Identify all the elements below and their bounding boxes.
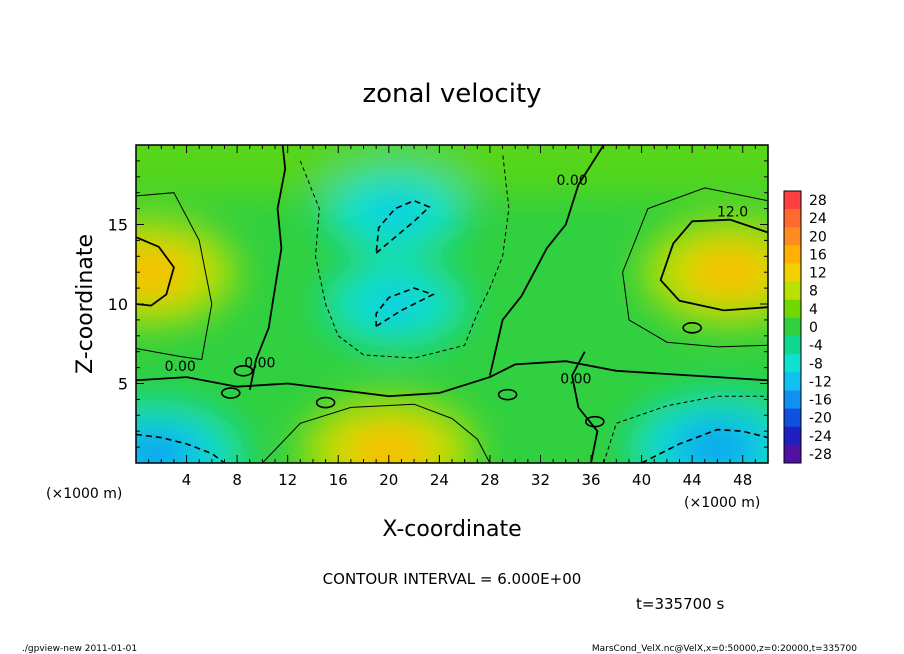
contour-zero-low-right <box>571 351 599 463</box>
y-tick-label: 15 <box>108 216 128 235</box>
x-tick-label: 16 <box>329 471 348 489</box>
colorbar-label: -24 <box>809 429 832 445</box>
colorbar-swatch <box>784 354 801 373</box>
colorbar-swatch <box>784 317 801 337</box>
contour-label: 0.00 <box>165 359 196 375</box>
colorbar-swatch <box>784 299 801 319</box>
x-tick-label: 48 <box>733 471 752 489</box>
colorbar-swatch <box>784 209 801 228</box>
contour-label: 12.0 <box>717 205 748 221</box>
y-tick-label: 10 <box>108 295 128 314</box>
contour-neg6-bottom-left <box>136 433 225 463</box>
colorbar-label: 4 <box>809 302 818 318</box>
colorbar-swatch <box>784 245 801 265</box>
time-label: t=335700 s <box>636 595 724 613</box>
contour-loop <box>315 396 336 409</box>
contour-zero-mid <box>489 145 605 376</box>
colorbar-swatch <box>784 227 801 246</box>
colorbar-label: 8 <box>809 284 818 300</box>
y-tick-label: 5 <box>118 375 128 394</box>
contour-12-left <box>136 236 175 307</box>
colorbar-label: 0 <box>809 320 818 336</box>
contour-loop <box>233 364 254 377</box>
colorbar-label: 12 <box>809 266 827 282</box>
x-unit-label: (×1000 m) <box>684 495 760 511</box>
colorbar-label: -20 <box>809 411 832 427</box>
contour-neg6-bottom-right <box>641 428 768 463</box>
contour-12-right <box>659 218 768 312</box>
colorbar-label: -12 <box>809 374 832 390</box>
contour-loop <box>682 322 702 334</box>
field-jet-bottom-center <box>298 395 479 463</box>
field-min-bottom-left <box>136 400 245 463</box>
colorbar-swatch <box>784 390 801 410</box>
x-axis-label: X-coordinate <box>382 517 521 542</box>
contour-6-left <box>136 192 213 361</box>
y-axis-label: Z-coordinate <box>73 234 98 374</box>
colorbar-label: 28 <box>809 193 827 209</box>
contour-zero-vertical <box>248 145 287 391</box>
x-tick-label: 44 <box>683 471 702 489</box>
colorbar: 28 24 20 16 12 8 4 0 -4 -8 -12 -16 -20 -24 -28 <box>783 190 832 464</box>
contour-label: 0.00 <box>556 173 587 189</box>
x-tick-label: 40 <box>632 471 651 489</box>
colorbar-label: 20 <box>809 229 827 245</box>
colorbar-swatch <box>784 191 801 210</box>
contour-6-right <box>622 187 768 348</box>
field-min-middle <box>323 260 468 348</box>
colorbar-label: -8 <box>809 356 823 372</box>
contour-neg4-outer <box>299 152 510 359</box>
colorbar-swatch <box>784 372 801 391</box>
x-tick-label: 32 <box>531 471 550 489</box>
colorbar-swatch <box>784 408 801 428</box>
colorbar-swatch <box>784 336 801 355</box>
y-unit-label: (×1000 m) <box>46 486 122 502</box>
footer-right: MarsCond_VelX.nc@VelX,x=0:50000,z=0:2000… <box>592 644 857 654</box>
colorbar-label: -4 <box>809 338 823 354</box>
contour-label: 0.00 <box>560 372 591 388</box>
colorbar-label: -16 <box>809 393 832 409</box>
contour-loop <box>585 415 605 428</box>
colorbar-label: 24 <box>809 211 827 227</box>
x-tick-label: 24 <box>430 471 449 489</box>
field-min-upper <box>323 167 468 256</box>
colorbar-swatch <box>784 281 801 301</box>
x-tick-label: 12 <box>278 471 297 489</box>
field-min-bottom-right <box>627 392 768 463</box>
contour-6-bottom <box>262 403 491 463</box>
x-tick-label: 4 <box>182 471 192 489</box>
colorbar-swatch <box>784 444 801 464</box>
chart-title: zonal velocity <box>362 79 541 109</box>
contour-zero-lower <box>136 360 768 398</box>
contour-interval-label: CONTOUR INTERVAL = 6.000E+00 <box>323 570 582 588</box>
colorbar-frame <box>783 190 802 464</box>
contour-loop <box>221 387 241 399</box>
x-tick-label: 8 <box>232 471 242 489</box>
x-tick-label: 20 <box>379 471 398 489</box>
colorbar-label: -28 <box>809 447 832 463</box>
colorbar-swatch <box>784 426 801 446</box>
x-tick-label: 28 <box>480 471 499 489</box>
contour-label: 0.00 <box>244 356 275 372</box>
x-tick-label: 36 <box>581 471 600 489</box>
colorbar-swatch <box>784 263 801 283</box>
contour-loop <box>497 388 518 401</box>
colorbar-label: 16 <box>809 247 827 263</box>
contour-neg6-middle <box>375 287 436 327</box>
footer-left: ./gpview-new 2011-01-01 <box>22 644 137 654</box>
field-jet-left <box>136 217 239 328</box>
contour-neg6-right-lower <box>603 395 768 463</box>
